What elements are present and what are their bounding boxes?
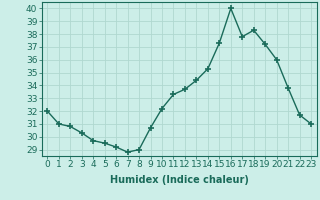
X-axis label: Humidex (Indice chaleur): Humidex (Indice chaleur) (110, 175, 249, 185)
